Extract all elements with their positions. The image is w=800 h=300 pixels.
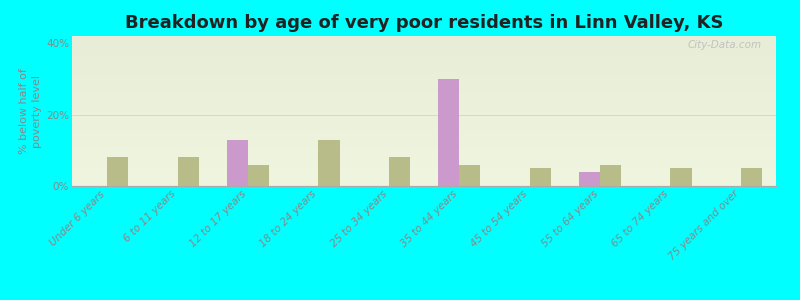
Bar xyxy=(178,158,198,186)
Bar xyxy=(227,140,248,186)
Bar xyxy=(318,140,339,186)
Bar xyxy=(459,165,480,186)
Bar xyxy=(389,158,410,186)
Bar xyxy=(107,158,128,186)
Bar xyxy=(530,168,550,186)
Bar xyxy=(741,168,762,186)
Bar xyxy=(670,168,691,186)
Text: City-Data.com: City-Data.com xyxy=(688,40,762,50)
Title: Breakdown by age of very poor residents in Linn Valley, KS: Breakdown by age of very poor residents … xyxy=(125,14,723,32)
Bar xyxy=(248,165,269,186)
Bar xyxy=(579,172,600,186)
Y-axis label: % below half of
poverty level: % below half of poverty level xyxy=(19,68,42,154)
Bar xyxy=(600,165,621,186)
Bar xyxy=(438,79,459,186)
